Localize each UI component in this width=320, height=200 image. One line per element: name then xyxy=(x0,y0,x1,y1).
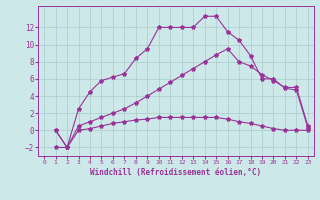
X-axis label: Windchill (Refroidissement éolien,°C): Windchill (Refroidissement éolien,°C) xyxy=(91,168,261,177)
